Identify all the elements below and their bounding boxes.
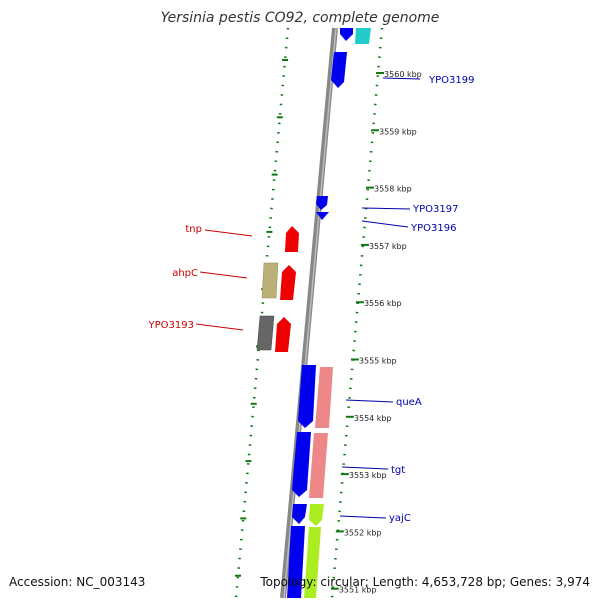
genome-backbone-highlight (283, 27, 337, 599)
ruler-tick-label: 3551 kbp (339, 586, 377, 595)
ruler-tick-label: 3555 kbp (359, 357, 397, 366)
gene-arrow[interactable] (292, 432, 311, 497)
gene-arrow[interactable] (331, 52, 347, 88)
gene-arrow[interactable] (309, 504, 324, 526)
gene-box[interactable] (261, 262, 279, 299)
ruler-tick-label: 3557 kbp (369, 242, 407, 251)
gene-arrow[interactable] (275, 317, 291, 352)
gene-arrow[interactable] (292, 504, 307, 524)
gene-box[interactable] (315, 367, 333, 428)
gene-arrow[interactable] (280, 265, 296, 300)
topology-summary: Topology: circular; Length: 4,653,728 bp… (260, 575, 590, 589)
gene-label-ypo3193[interactable]: YPO3193 (148, 320, 194, 331)
genome-backbone (280, 27, 338, 599)
gene-label-tgt[interactable]: tgt (391, 465, 405, 476)
ruler-tick-label: 3559 kbp (379, 127, 417, 136)
ruler-tick-label: 3553 kbp (349, 471, 387, 480)
map-title: Yersinia pestis CO92, complete genome (160, 10, 440, 26)
gene-label-quea[interactable]: queA (396, 397, 422, 408)
gene-box[interactable] (256, 315, 275, 351)
outer-ring-right (330, 27, 384, 599)
gene-arrow[interactable] (298, 365, 316, 428)
label-leaders (195, 77, 421, 519)
gene-arrow[interactable] (355, 28, 371, 44)
ruler-tick-label: 3560 kbp (384, 70, 422, 79)
gene-arrow[interactable] (316, 196, 328, 210)
feature-layer (256, 28, 371, 598)
outer-ring-left (234, 27, 290, 599)
gene-label-ahpc[interactable]: ahpC (172, 268, 198, 279)
gene-box[interactable] (309, 433, 328, 498)
ruler-tick-label: 3554 kbp (354, 414, 392, 423)
gene-arrow[interactable] (340, 28, 353, 41)
gene-label-ypo3196[interactable]: YPO3196 (410, 223, 456, 234)
gene-label-ypo3199[interactable]: YPO3199 (428, 75, 474, 86)
ruler-labels: 3560 kbp 3559 kbp 3558 kbp 3557 kbp 3556 kbp… (339, 70, 422, 595)
ruler-tick-label: 3556 kbp (364, 299, 402, 308)
gene-arrow[interactable] (285, 226, 299, 252)
gene-arrow[interactable] (316, 212, 329, 220)
gene-box[interactable] (304, 527, 321, 598)
ruler-tick-label: 3558 kbp (374, 185, 412, 194)
accession-text: Accession: NC_003143 (9, 575, 146, 589)
ruler-tick-label: 3552 kbp (344, 528, 382, 537)
gene-label-ypo3197[interactable]: YPO3197 (412, 204, 458, 215)
gene-label-tnp[interactable]: tnp (185, 224, 202, 235)
gene-label-yajc[interactable]: yajC (389, 513, 411, 524)
gene-box[interactable] (287, 526, 305, 598)
